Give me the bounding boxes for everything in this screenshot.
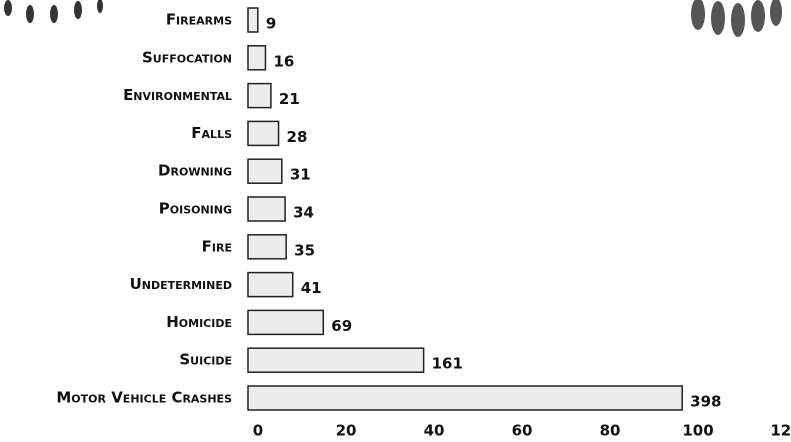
category-label: Drowning [158,162,232,180]
x-tick-label: 60 [512,422,533,440]
value-label: 161 [432,355,463,373]
value-label: 9 [266,15,276,33]
bar [248,386,682,410]
x-tick-label: 0 [253,422,263,440]
category-label: Suicide [179,351,232,369]
category-label: Undetermined [130,275,232,293]
value-label: 398 [690,393,721,411]
value-label: 28 [287,128,308,146]
category-label: Poisoning [159,200,232,218]
category-label: Falls [191,124,232,142]
bar [248,46,265,70]
bar [248,235,286,259]
value-label: 21 [279,90,300,108]
category-label: Firearms [166,11,232,29]
x-tick-label: 20 [336,422,357,440]
bar [248,84,271,108]
x-tick-label: 80 [600,422,621,440]
chart: 0 20 40 60 80 100 120 Firearms 9 Suffocation 16 Env… [0,0,791,442]
bar [248,273,293,297]
bar [248,197,285,221]
value-label: 35 [294,241,315,259]
bar [248,121,279,145]
category-label: Environmental [123,86,232,104]
x-tick-label: 40 [424,422,445,440]
category-label: Motor Vehicle Crashes [56,389,232,407]
bar [248,8,258,32]
page: 0 20 40 60 80 100 120 Firearms 9 Suffocation 16 Env… [0,0,791,442]
category-label: Fire [202,237,232,255]
x-tick-label: 120 [770,422,791,440]
category-label: Homicide [166,313,232,331]
bar [248,348,424,372]
value-label: 34 [293,204,314,222]
decoration-right [691,0,782,37]
x-tick-label: 100 [682,422,713,440]
bar [248,310,323,334]
decoration-left [4,0,103,23]
value-label: 16 [273,52,294,70]
category-label: Suffocation [142,48,232,66]
value-label: 31 [290,166,311,184]
value-label: 41 [301,279,322,297]
bar [248,159,282,183]
value-label: 69 [331,317,352,335]
